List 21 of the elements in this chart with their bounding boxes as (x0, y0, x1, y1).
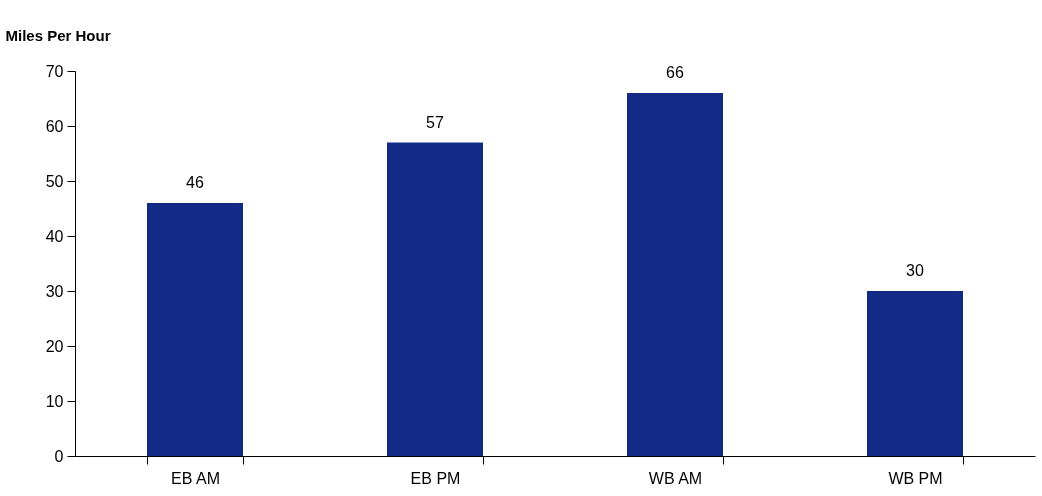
y-tick-label: 10 (45, 392, 64, 410)
x-tick-label: WB AM (648, 469, 703, 487)
data-label: 30 (906, 262, 924, 279)
data-label: 46 (186, 174, 204, 191)
y-axis-title: Miles Per Hour (5, 26, 111, 44)
x-tick-label: WB PM (888, 469, 943, 487)
y-tick-label: 0 (54, 447, 64, 465)
data-label: 57 (426, 113, 444, 131)
y-tick-label: 40 (45, 227, 64, 245)
y-tick-label: 70 (45, 62, 64, 80)
y-tick-label: 50 (45, 172, 64, 190)
y-tick-label: 20 (45, 337, 64, 355)
x-tick-label: EB PM (410, 469, 461, 487)
bar (147, 203, 243, 456)
bar (627, 93, 723, 456)
bar (387, 142, 483, 456)
x-tick-label: EB AM (171, 469, 220, 487)
y-tick-label: 30 (45, 282, 64, 300)
data-label: 66 (666, 64, 684, 81)
y-tick-label: 60 (45, 117, 64, 135)
bar (867, 291, 963, 456)
